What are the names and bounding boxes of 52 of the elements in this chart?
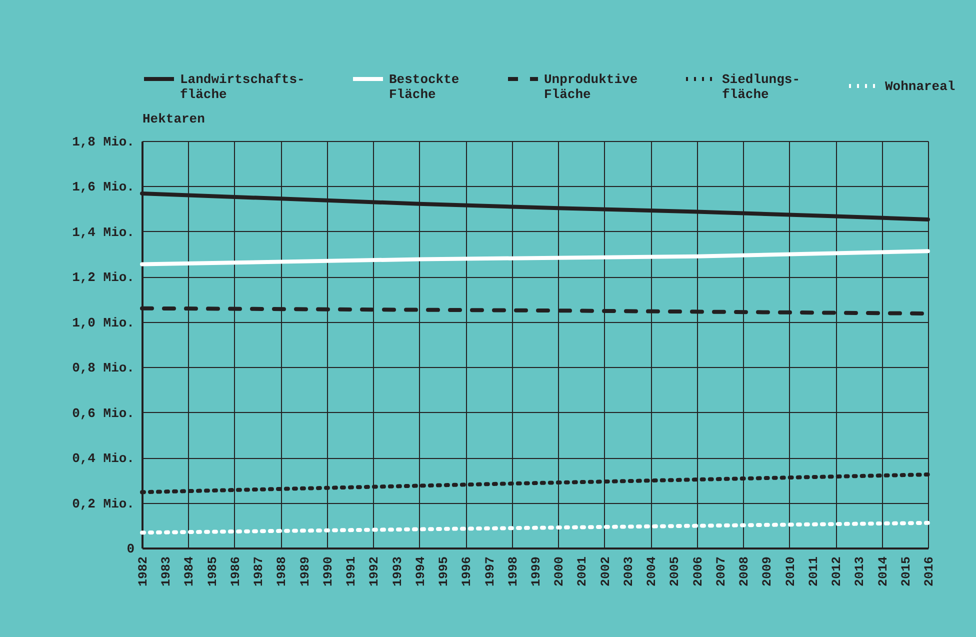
y-tick-label: 0,2 Mio. [72,496,134,512]
x-tick-label: 1989 [298,556,312,587]
x-tick-label: 2009 [760,556,775,587]
line-series [140,249,930,266]
legend-label: Landwirtschafts- fläche [180,72,305,102]
x-tick-label: 1999 [530,556,544,587]
x-tick-label: 1985 [206,556,220,587]
x-tick-label: 1995 [437,556,452,587]
y-tick-label: 0 [126,542,135,556]
y-tick-label: 1,0 Mio. [72,315,134,330]
y-tick-label: 0,4 Mio. [72,451,134,466]
x-tick-label: 1991 [344,556,359,587]
x-tick-label: 1984 [182,556,197,587]
y-tick-label: 1,6 Mio. [72,180,134,195]
x-tick-label: 1992 [368,556,382,587]
x-tick-label: 2015 [899,556,914,587]
x-tick-label: 1987 [252,556,266,587]
x-tick-label: 1982 [136,556,150,587]
y-tick-label: 0,6 Mio. [72,406,134,421]
x-tick-label: 2002 [598,556,613,587]
y-axis-title: Hektaren [142,112,206,126]
x-tick-label: 2012 [830,556,844,587]
x-tick-label: 1998 [506,556,520,587]
x-tick-label: 1994 [414,556,428,587]
x-tick-label: 2003 [622,556,636,587]
legend-label: Siedlungs- fläche [722,72,800,102]
x-tick-label: 1990 [321,556,336,587]
legend-label: Wohnareal [885,79,956,94]
x-tick-label: 1983 [160,556,174,587]
x-tick-label: 1986 [228,556,243,587]
x-tick-label: 2013 [853,556,868,587]
x-tick-label: 1997 [483,556,498,587]
y-tick-label: 1,4 Mio. [72,224,134,240]
y-tick-label: 1,2 Mio. [72,270,134,286]
x-tick-label: 2006 [691,556,706,587]
x-tick-label: 2016 [922,556,936,587]
legend-label: Unproduktive Fläche [544,72,638,102]
x-tick-label: 2001 [576,556,590,587]
x-tick-label: 1993 [390,556,405,587]
x-tick-label: 2008 [738,556,752,587]
x-tick-label: 1996 [460,556,474,587]
x-tick-label: 2010 [784,556,798,587]
x-tick-label: 2007 [714,556,728,587]
x-tick-label: 2000 [552,556,567,587]
x-tick-label: 2014 [876,556,890,587]
y-tick-label: 1,8 Mio. [72,134,134,150]
x-tick-label: 2004 [645,556,660,587]
x-tick-label: 1988 [275,556,290,587]
x-tick-label: 2005 [668,556,682,587]
legend-label: Bestockte Fläche [389,72,460,102]
y-tick-label: 0,8 Mio. [72,360,134,376]
x-tick-label: 2011 [806,556,821,587]
